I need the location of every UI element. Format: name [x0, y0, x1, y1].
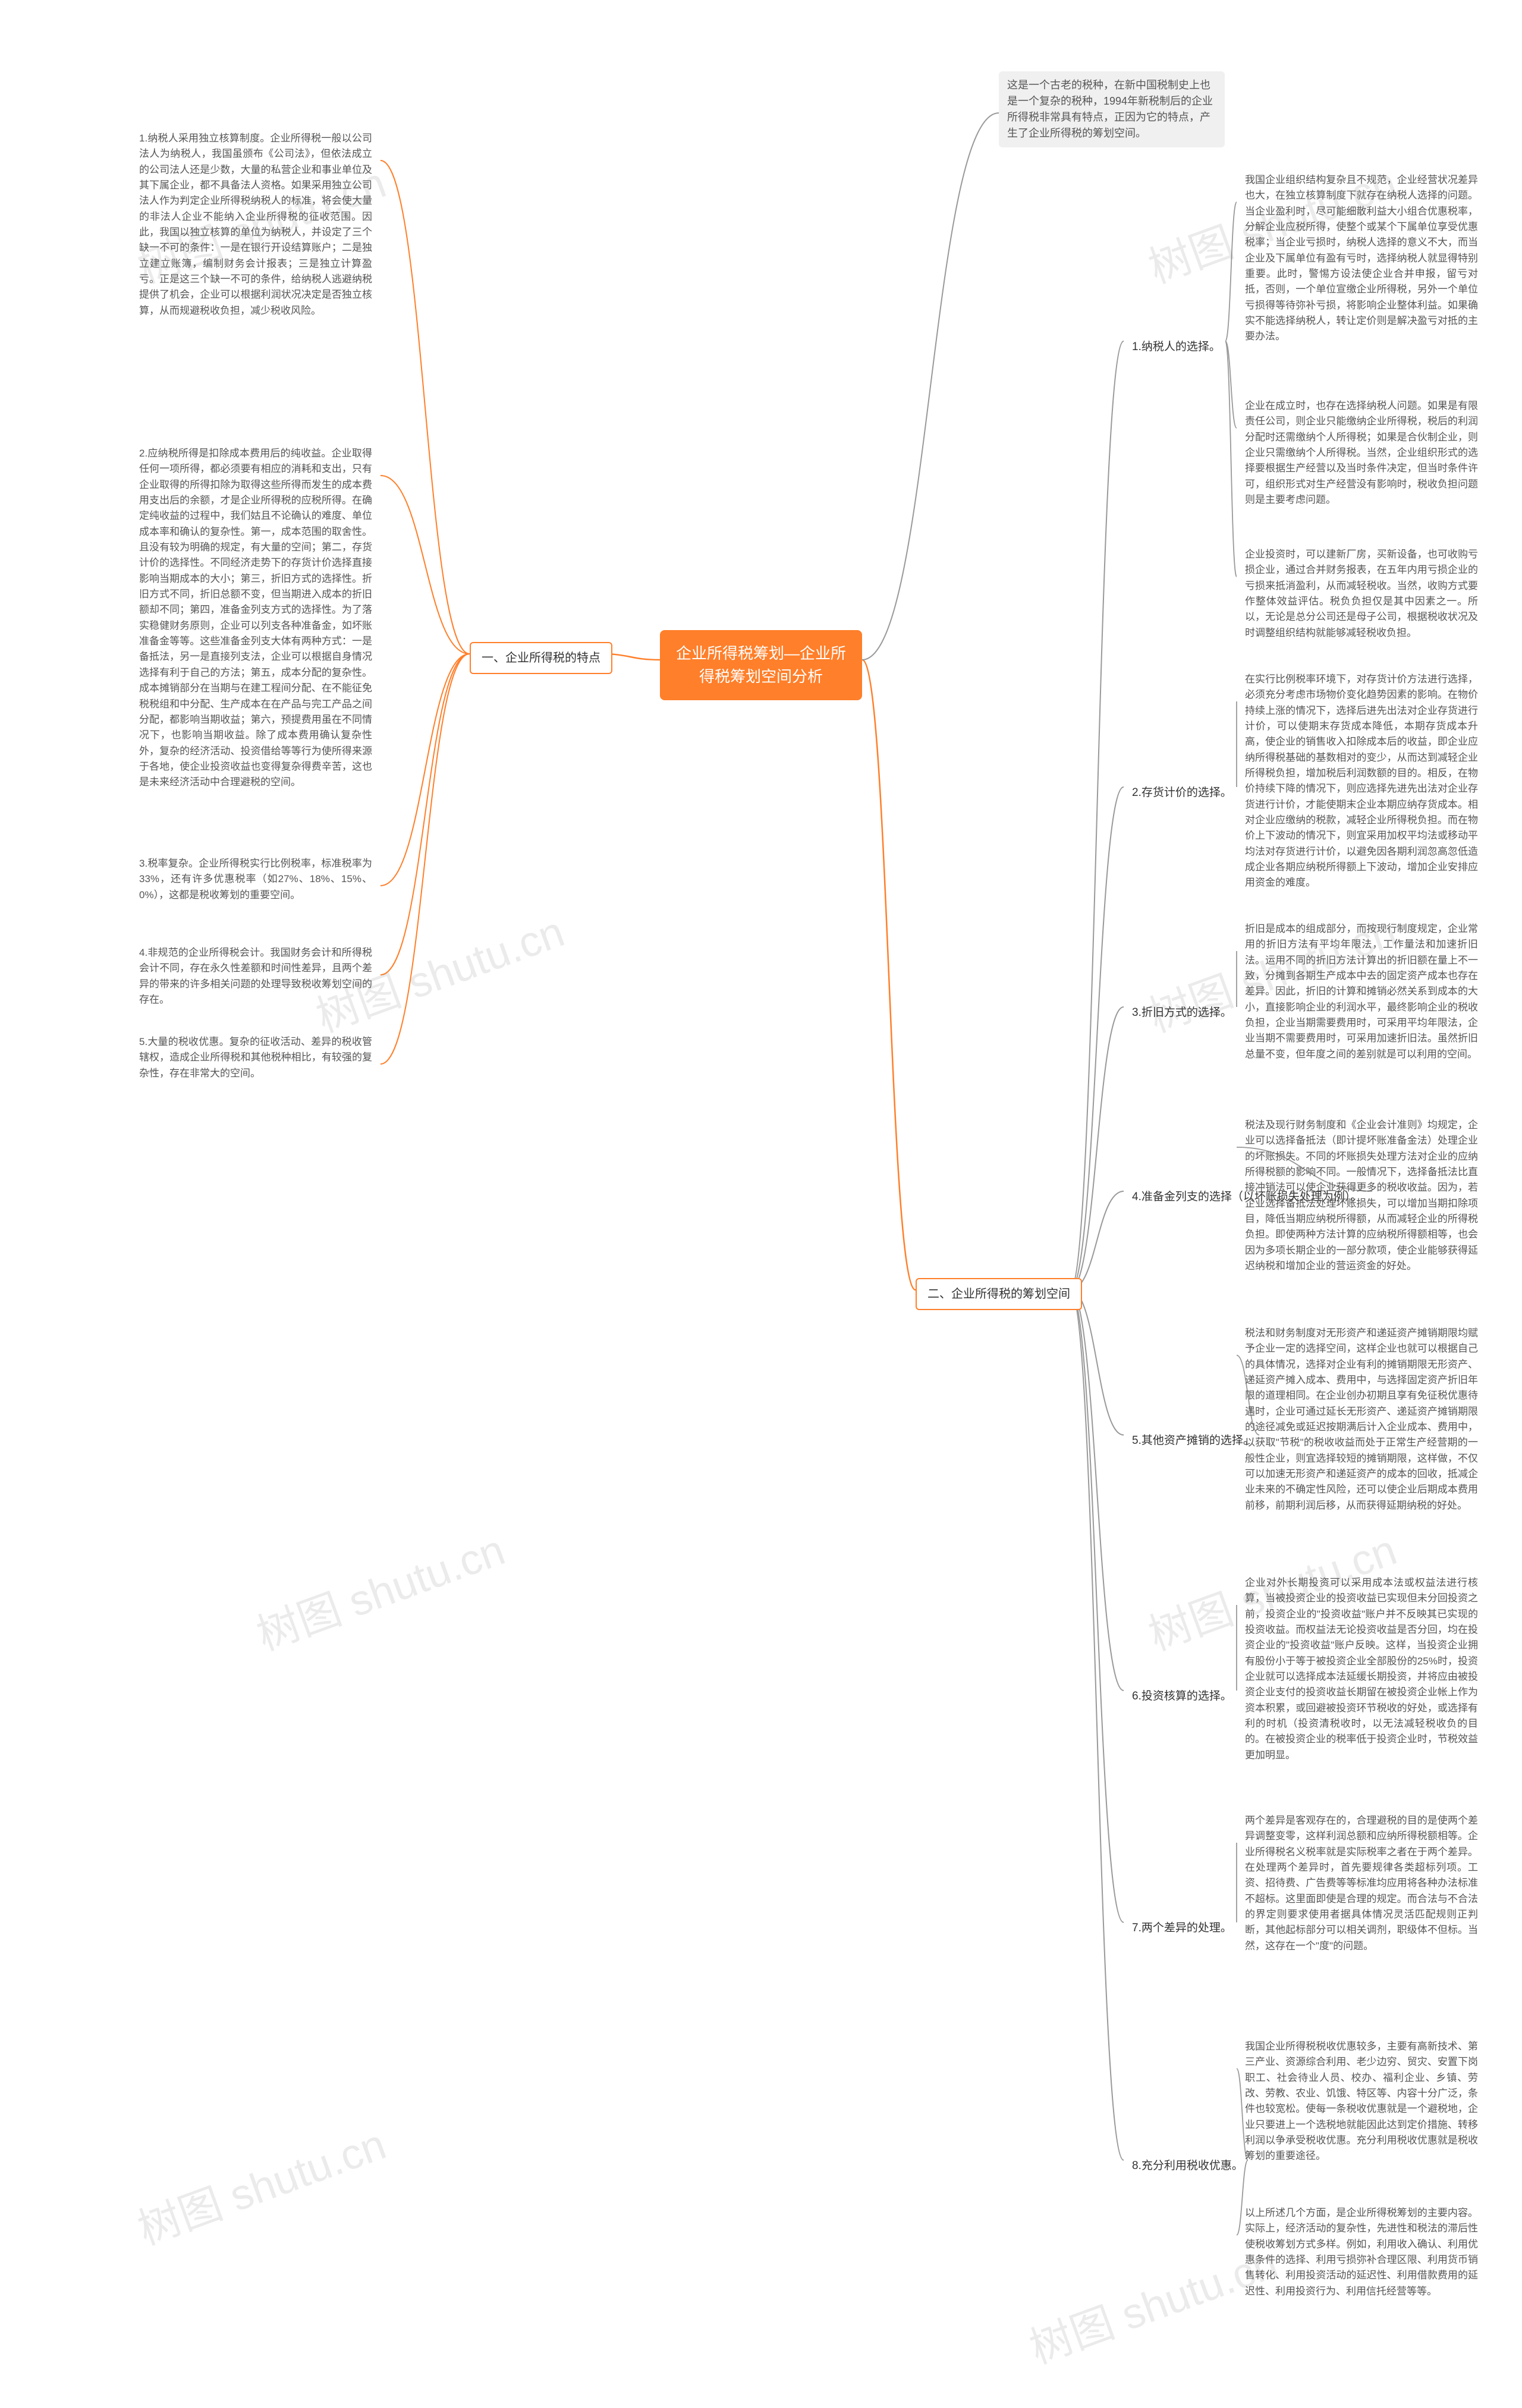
planning-detail: 我国企业所得税税收优惠较多，主要有高新技术、第三产业、资源综合利用、老少边穷、贸…	[1237, 2033, 1486, 2170]
planning-topic: 2.存货计价的选择。	[1124, 779, 1240, 808]
feature-item: 1.纳税人采用独立核算制度。企业所得税一般以公司法人为纳税人，我国虽颁布《公司法…	[131, 125, 380, 325]
intro-text: 这是一个古老的税种，在新中国税制史上也是一个复杂的税种，1994年新税制后的企业…	[999, 71, 1225, 147]
feature-item: 5.大量的税收优惠。复杂的征收活动、差异的税收管辖权，造成企业所得税和其他税种相…	[131, 1028, 380, 1087]
planning-topic: 3.折旧方式的选择。	[1124, 999, 1240, 1028]
connector	[1070, 341, 1124, 1290]
connector	[1070, 1007, 1124, 1290]
feature-item: 3.税率复杂。企业所得税实行比例税率，标准税率为33%，还有许多优惠税率（如27…	[131, 850, 380, 909]
connector	[1070, 1191, 1124, 1290]
root-node: 企业所得税筹划—企业所得税筹划空间分析	[660, 630, 862, 700]
connector	[1225, 202, 1237, 341]
connector	[380, 654, 470, 975]
connector	[1070, 1290, 1124, 2160]
planning-detail: 企业在成立时，也存在选择纳税人问题。如果是有限责任公司，则企业只能缴纳企业所得税…	[1237, 392, 1486, 514]
connector	[1225, 341, 1237, 577]
connector	[380, 654, 470, 886]
planning-topic: 8.充分利用税收优惠。	[1124, 2152, 1251, 2181]
watermark: 树图 shutu.cn	[128, 2110, 393, 2257]
feature-item: 4.非规范的企业所得税会计。我国财务会计和所得税会计不同，存在永久性差额和时间性…	[131, 939, 380, 1013]
branch-planning-space: 二、企业所得税的筹划空间	[916, 1278, 1082, 1310]
connector	[380, 654, 470, 1064]
planning-detail: 两个差异是客观存在的，合理避税的目的是使两个差异调整变零，这样利润总额和应纳所得…	[1237, 1807, 1486, 1960]
connector	[862, 113, 999, 660]
planning-detail: 我国企业组织结构复杂且不规范，企业经营状况差异也大，在独立核算制度下就存在纳税人…	[1237, 166, 1486, 351]
connector	[1070, 787, 1124, 1290]
connector	[380, 476, 470, 654]
connector	[1070, 1290, 1124, 1922]
connector	[862, 660, 916, 1290]
planning-detail: 税法和财务制度对无形资产和递延资产摊销期限均赋予企业一定的选择空间，这样企业也就…	[1237, 1320, 1486, 1519]
planning-detail: 企业对外长期投资可以采用成本法或权益法进行核算，当被投资企业的投资收益已实现但未…	[1237, 1569, 1486, 1769]
planning-detail: 以上所述几个方面，是企业所得税筹划的主要内容。实际上，经济活动的复杂性，先进性和…	[1237, 2199, 1486, 2305]
planning-detail: 在实行比例税率环境下，对存货计价方法进行选择，必须充分考虑市场物价变化趋势因素的…	[1237, 666, 1486, 897]
planning-detail: 折旧是成本的组成部分，而按现行制度规定，企业常用的折旧方法有平均年限法，工作量法…	[1237, 915, 1486, 1068]
planning-topic: 6.投资核算的选择。	[1124, 1682, 1240, 1711]
feature-item: 2.应纳税所得是扣除成本费用后的纯收益。企业取得任何一项所得，都必须要有相应的消…	[131, 440, 380, 797]
connector	[380, 160, 470, 654]
connector	[1070, 1290, 1124, 1691]
planning-detail: 税法及现行财务制度和《企业会计准则》均规定，企业可以选择备抵法（即计提坏账准备金…	[1237, 1112, 1486, 1280]
planning-topic: 1.纳税人的选择。	[1124, 333, 1229, 362]
planning-topic: 7.两个差异的处理。	[1124, 1914, 1240, 1943]
branch-features: 一、企业所得税的特点	[470, 642, 612, 674]
connector	[1070, 1290, 1124, 1435]
watermark: 树图 shutu.cn	[247, 1515, 512, 1663]
planning-detail: 企业投资时，可以建新厂房，买新设备，也可收购亏损企业，通过合并财务报表，在五年内…	[1237, 541, 1486, 647]
